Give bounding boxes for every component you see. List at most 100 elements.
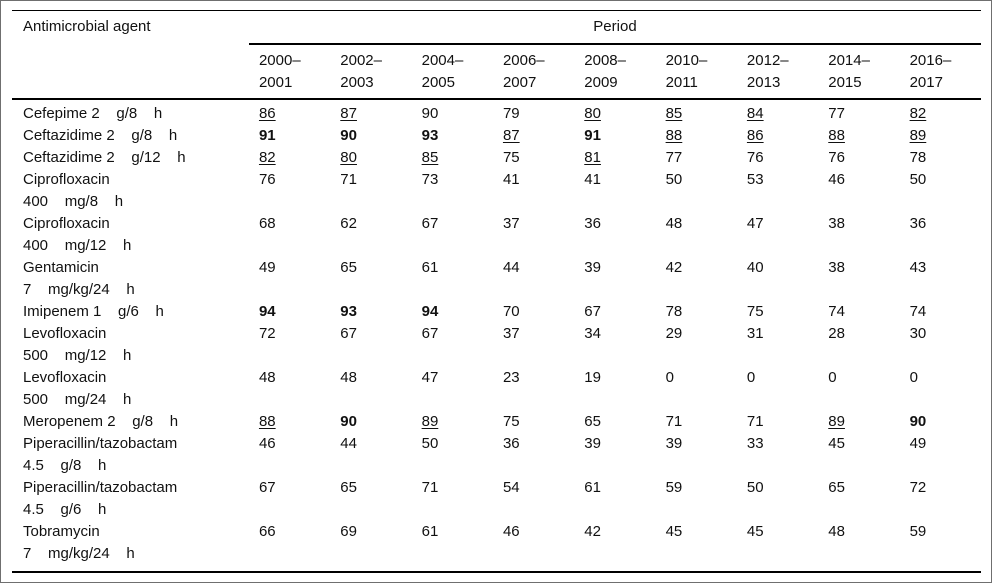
value-cell: 80 — [584, 105, 601, 122]
agent-label: Ceftazidime 2 g/8 h — [23, 127, 178, 144]
year-header: 2008– 2009 — [574, 44, 656, 100]
value-cell: 81 — [584, 149, 601, 166]
value-cell: 94 — [258, 303, 276, 320]
agent-label: Gentamicin 7 mg/kg/24 h — [23, 259, 135, 298]
table-row: Ciprofloxacin 400 mg/12 h 68 62 67 37 36 48 47 3… — [12, 213, 981, 257]
value-cell: 41 — [584, 171, 601, 188]
value-cell: 90 — [340, 127, 357, 144]
value-cell: 53 — [746, 171, 764, 188]
year-header: 2010– 2011 — [655, 44, 737, 100]
table-row: Levofloxacin 500 mg/12 h 72 67 67 37 34 29 31 28… — [12, 323, 981, 367]
value-cell: 86 — [746, 127, 764, 144]
table-body: Cefepime 2 g/8 h 86 87 90 79 80 85 84 77 82 Ceftaz… — [12, 99, 981, 572]
value-cell: 31 — [746, 325, 764, 342]
value-cell: 39 — [665, 435, 683, 452]
value-cell: 78 — [665, 303, 683, 320]
value-cell: 61 — [584, 479, 601, 496]
agent-label: Meropenem 2 g/8 h — [23, 413, 179, 430]
value-cell: 75 — [502, 149, 520, 166]
agent-label: Piperacillin/tazobactam 4.5 g/8 h — [23, 435, 178, 474]
value-cell: 79 — [502, 105, 520, 122]
value-cell: 30 — [909, 325, 927, 342]
value-cell: 88 — [258, 413, 276, 430]
table-row: Piperacillin/tazobactam 4.5 g/6 h 67 65 71 5… — [12, 477, 981, 521]
table-row: Cefepime 2 g/8 h 86 87 90 79 80 85 84 77 82 — [12, 99, 981, 125]
value-cell: 36 — [502, 435, 520, 452]
value-cell: 0 — [828, 369, 837, 386]
value-cell: 50 — [421, 435, 439, 452]
agent-label: Ciprofloxacin 400 mg/12 h — [23, 215, 132, 254]
agent-label: Piperacillin/tazobactam 4.5 g/6 h — [23, 479, 178, 518]
value-cell: 44 — [340, 435, 357, 452]
value-cell: 73 — [421, 171, 439, 188]
year-header: 2016– 2017 — [899, 44, 981, 100]
value-cell: 38 — [828, 259, 845, 276]
value-cell: 46 — [502, 523, 520, 540]
value-cell: 42 — [584, 523, 601, 540]
year-header: 2006– 2007 — [492, 44, 575, 100]
value-cell: 71 — [665, 413, 683, 430]
value-cell: 19 — [584, 369, 601, 386]
value-cell: 28 — [828, 325, 845, 342]
table-row: Gentamicin 7 mg/kg/24 h 49 65 61 44 39 42 40 38 4… — [12, 257, 981, 301]
year-header: 2000– 2001 — [248, 44, 331, 100]
value-cell: 84 — [746, 105, 764, 122]
value-cell: 90 — [909, 413, 927, 430]
value-cell: 61 — [421, 523, 439, 540]
value-cell: 75 — [746, 303, 764, 320]
value-cell: 75 — [502, 413, 520, 430]
value-cell: 42 — [665, 259, 683, 276]
value-cell: 54 — [502, 479, 520, 496]
value-cell: 89 — [909, 127, 927, 144]
value-cell: 45 — [828, 435, 845, 452]
value-cell: 67 — [340, 325, 357, 342]
value-cell: 76 — [828, 149, 845, 166]
value-cell: 38 — [828, 215, 845, 232]
column-header-period: Period — [248, 10, 981, 45]
value-cell: 46 — [258, 435, 276, 452]
table-row: Ceftazidime 2 g/8 h 91 90 93 87 91 88 86 88 89 — [12, 125, 981, 147]
value-cell: 39 — [584, 259, 601, 276]
value-cell: 74 — [909, 303, 927, 320]
value-cell: 43 — [909, 259, 927, 276]
value-cell: 88 — [665, 127, 683, 144]
value-cell: 37 — [502, 325, 520, 342]
value-cell: 67 — [421, 215, 439, 232]
value-cell: 49 — [909, 435, 927, 452]
value-cell: 89 — [421, 413, 439, 430]
year-header: 2002– 2003 — [330, 44, 412, 100]
agent-label: Imipenem 1 g/6 h — [23, 303, 164, 320]
value-cell: 59 — [665, 479, 683, 496]
value-cell: 46 — [828, 171, 845, 188]
value-cell: 49 — [258, 259, 276, 276]
value-cell: 93 — [340, 303, 357, 320]
value-cell: 45 — [746, 523, 764, 540]
value-cell: 82 — [258, 149, 276, 166]
year-header: 2012– 2013 — [736, 44, 819, 100]
value-cell: 77 — [828, 105, 845, 122]
value-cell: 94 — [421, 303, 439, 320]
value-cell: 71 — [421, 479, 439, 496]
value-cell: 45 — [665, 523, 683, 540]
value-cell: 87 — [502, 127, 520, 144]
table-row: Ceftazidime 2 g/12 h 82 80 85 75 81 77 76 76 78 — [12, 147, 981, 169]
value-cell: 91 — [584, 127, 601, 144]
value-cell: 76 — [258, 171, 276, 188]
value-cell: 50 — [746, 479, 764, 496]
antimicrobial-period-table: Antimicrobial agent Period 2000– 2001 20… — [12, 10, 981, 573]
table-wrapper: Antimicrobial agent Period 2000– 2001 20… — [1, 1, 991, 573]
value-cell: 88 — [828, 127, 845, 144]
table-row: Imipenem 1 g/6 h 94 93 94 70 67 78 75 74 74 — [12, 301, 981, 323]
value-cell: 41 — [502, 171, 520, 188]
value-cell: 68 — [258, 215, 276, 232]
value-cell: 77 — [665, 149, 683, 166]
value-cell: 80 — [340, 149, 357, 166]
value-cell: 67 — [258, 479, 276, 496]
value-cell: 29 — [665, 325, 683, 342]
value-cell: 0 — [746, 369, 756, 386]
value-cell: 34 — [584, 325, 601, 342]
value-cell: 50 — [909, 171, 927, 188]
value-cell: 85 — [665, 105, 683, 122]
agent-label: Cefepime 2 g/8 h — [23, 105, 163, 122]
